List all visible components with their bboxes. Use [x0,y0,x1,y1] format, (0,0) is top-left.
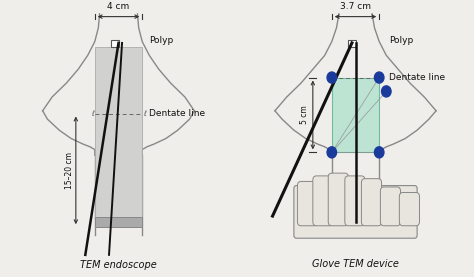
FancyBboxPatch shape [298,181,318,226]
Bar [95,217,142,227]
Bar [332,78,379,152]
Text: Glove TEM device: Glove TEM device [312,259,399,269]
FancyBboxPatch shape [345,176,365,226]
Bar [348,40,356,47]
Text: ℓ: ℓ [143,111,146,117]
FancyBboxPatch shape [294,186,417,238]
Text: 5 cm: 5 cm [300,106,309,124]
Text: ℓ: ℓ [380,75,383,81]
Text: Dentate line: Dentate line [149,109,205,118]
FancyBboxPatch shape [328,173,348,226]
Text: Polyp: Polyp [149,36,173,45]
FancyBboxPatch shape [380,187,401,226]
Circle shape [327,147,337,158]
Circle shape [374,147,384,158]
Circle shape [374,72,384,83]
Text: ℓ: ℓ [328,75,331,81]
Text: Polyp: Polyp [389,36,413,45]
Text: 4 cm: 4 cm [108,2,129,11]
Circle shape [382,86,391,97]
Text: TEM endoscope: TEM endoscope [80,260,157,270]
Circle shape [327,72,337,83]
Text: 15–20 cm: 15–20 cm [65,152,74,189]
Bar [111,40,119,47]
Text: ℓ: ℓ [91,111,94,117]
Text: 3.7 cm: 3.7 cm [340,2,371,11]
FancyBboxPatch shape [361,179,382,226]
FancyBboxPatch shape [313,176,333,226]
FancyBboxPatch shape [399,193,419,226]
Text: Dentate line: Dentate line [389,73,445,82]
Bar [95,47,142,227]
